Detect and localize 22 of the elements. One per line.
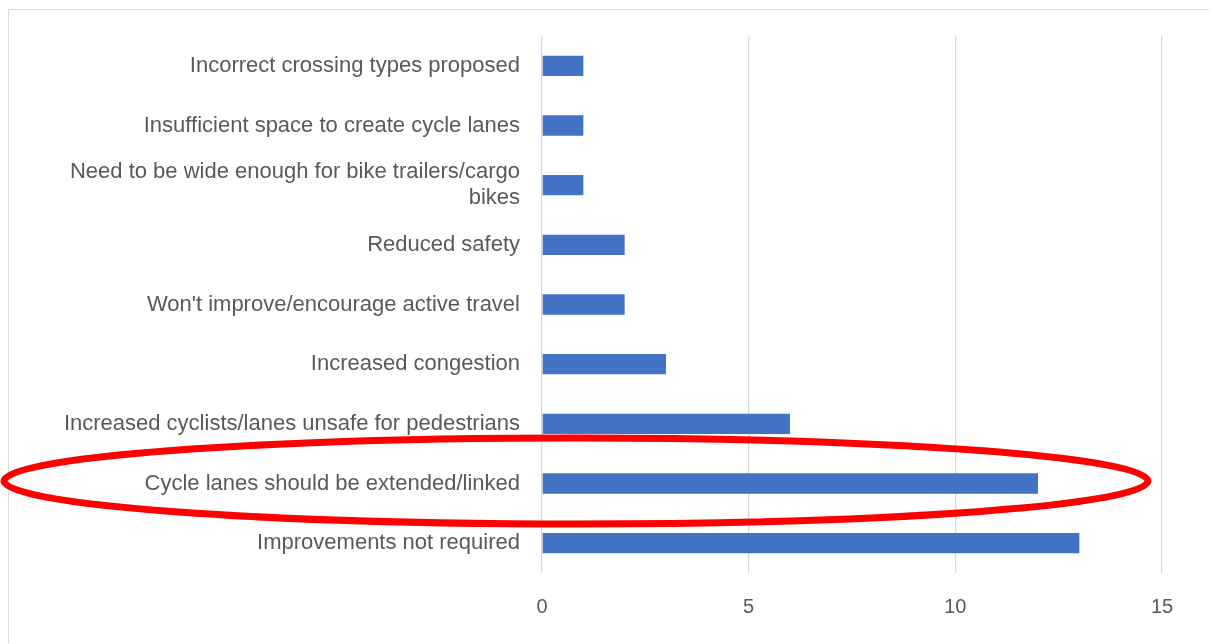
y-tick-label: Improvements not required [257, 529, 520, 555]
y-tick-label: Incorrect crossing types proposed [189, 51, 520, 77]
bar [542, 354, 666, 375]
bar [542, 533, 1080, 554]
bar [542, 413, 790, 434]
bar [542, 294, 625, 315]
bar [542, 473, 1038, 494]
y-tick-label: Increased congestion [310, 350, 520, 376]
y-tick-label: Insufficient space to create cycle lanes [143, 111, 520, 137]
x-tick-label: 5 [743, 594, 755, 617]
bar [542, 115, 584, 136]
y-tick-label: Cycle lanes should be extended/linked [144, 469, 520, 495]
x-tick-label: 0 [536, 594, 548, 617]
y-tick-label: Reduced safety [367, 230, 520, 256]
y-tick-label: Need to be wide enough for bike trailers/cargo bikes [69, 158, 520, 210]
bar [542, 175, 584, 196]
bar [542, 55, 584, 76]
x-tick-label: 10 [944, 594, 967, 617]
x-tick-label: 15 [1150, 594, 1174, 617]
y-tick-label: Increased cyclists/lanes unsafe for pedestrians [63, 409, 520, 435]
bar [542, 234, 625, 255]
y-tick-label: Won't improve/encourage active travel [146, 290, 520, 316]
